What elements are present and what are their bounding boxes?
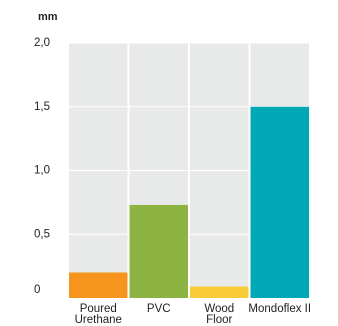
y-axis-label: mm <box>38 11 58 23</box>
x-tick-label: Wood Floor <box>204 303 235 326</box>
y-tick-label: 1,5 <box>34 101 50 113</box>
x-tick-label: Poured Urethane <box>74 303 122 326</box>
bar <box>190 286 249 298</box>
y-tick-label: 1,0 <box>34 165 50 177</box>
y-tick-label: 2,0 <box>34 37 50 49</box>
x-tick-label: PVC <box>146 303 171 315</box>
x-tick-label: Mondoflex II <box>248 303 312 315</box>
bar <box>250 106 309 298</box>
bar <box>69 272 128 298</box>
y-tick-label: 0,5 <box>34 228 50 240</box>
bar <box>129 204 188 298</box>
y-tick-label: 0 <box>34 284 40 296</box>
